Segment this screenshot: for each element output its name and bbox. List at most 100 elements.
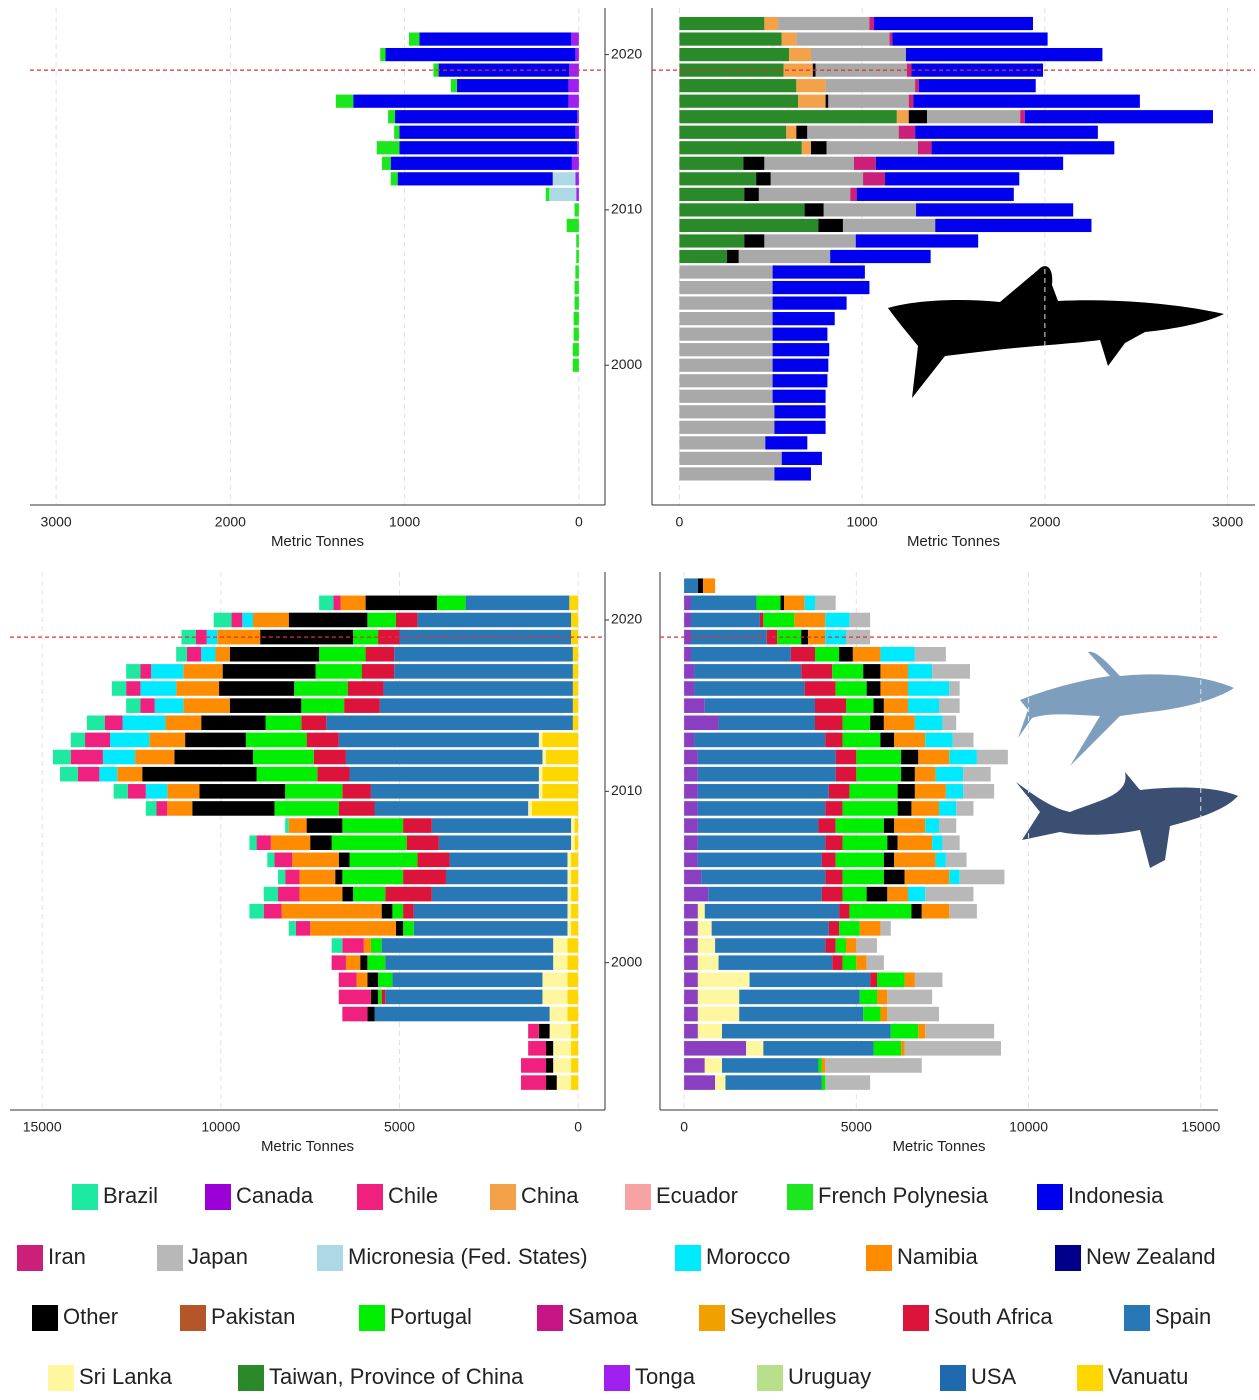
bar-segment: [345, 955, 361, 970]
bar-segment: [231, 612, 243, 628]
bar-segment: [572, 698, 579, 713]
bar-segment: [566, 218, 579, 233]
bar-segment: [856, 749, 902, 765]
bar-segment: [437, 595, 466, 611]
bar-segment: [914, 715, 943, 731]
bar-segment: [856, 955, 867, 970]
bar-segment: [568, 79, 579, 93]
bar-segment: [772, 374, 828, 388]
bar-segment: [571, 852, 579, 868]
bar-segment: [381, 903, 393, 919]
bar-segment: [756, 172, 771, 186]
legend-swatch: [537, 1305, 563, 1331]
bar-segment: [815, 698, 846, 713]
bar-segment: [117, 766, 143, 782]
bar-segment: [825, 801, 843, 816]
bar-segment: [842, 715, 871, 731]
bar-segment: [403, 903, 414, 919]
bar-segment: [413, 903, 568, 919]
legend-swatch: [359, 1305, 385, 1331]
bar-segment: [828, 921, 840, 936]
bar-segment: [567, 869, 572, 885]
bar-segment: [908, 94, 914, 108]
bar-segment: [379, 698, 573, 713]
bar-segment: [542, 749, 547, 765]
bar-segment: [679, 32, 782, 46]
bar-segment: [406, 835, 439, 850]
bar-segment: [697, 784, 829, 799]
bar-segment: [697, 1006, 740, 1022]
bar-segment: [781, 32, 797, 46]
bar-segment: [572, 358, 579, 372]
bar-segment: [942, 715, 957, 731]
bar-segment: [70, 749, 103, 765]
bar-segment: [288, 612, 368, 628]
bar-segment: [905, 47, 1103, 62]
bar-segment: [301, 715, 327, 731]
bar-segment: [571, 1041, 579, 1056]
bar-segment: [866, 886, 888, 902]
bar-segment: [567, 921, 572, 936]
bar-segment: [278, 886, 300, 902]
bar-segment: [873, 698, 884, 713]
bar-segment: [904, 869, 950, 885]
bar-segment: [880, 664, 908, 679]
bar-segment: [818, 218, 843, 233]
bar-segment: [549, 187, 577, 201]
bar-segment: [704, 698, 815, 713]
bar-segment: [684, 818, 698, 833]
bar-segment: [883, 715, 915, 731]
bar-segment: [542, 732, 579, 748]
bar-segment: [342, 784, 371, 799]
bar-segment: [963, 766, 991, 782]
bar-segment: [145, 801, 157, 816]
bar-segment: [122, 715, 166, 731]
bar-segment: [338, 801, 375, 816]
bar-segment: [901, 766, 915, 782]
bar-segment: [818, 1058, 822, 1073]
bar-segment: [403, 869, 446, 885]
bar-segment: [697, 1023, 722, 1039]
bar-segment: [392, 903, 404, 919]
bar-segment: [918, 1023, 926, 1039]
bar-segment: [697, 972, 750, 988]
bar-segment: [569, 63, 579, 77]
bar-segment: [764, 234, 856, 248]
bar-segment: [684, 903, 698, 919]
bar-segment: [815, 715, 843, 731]
bar-segment: [1020, 110, 1025, 124]
bar-segment: [925, 886, 974, 902]
legend-label: Seychelles: [730, 1304, 836, 1329]
bar-segment: [789, 47, 811, 62]
bar-segment: [679, 405, 775, 419]
bar-segment: [571, 629, 579, 645]
bar-segment: [772, 312, 835, 326]
bar-segment: [399, 125, 576, 139]
bar-segment: [801, 629, 809, 645]
bar-segment: [914, 784, 946, 799]
bar-segment: [821, 852, 836, 868]
bar-segment: [815, 63, 907, 77]
bar-segment: [932, 664, 970, 679]
legend-swatch: [699, 1305, 725, 1331]
bar-segment: [835, 681, 867, 696]
bar-segment: [345, 749, 543, 765]
bar-segment: [176, 646, 187, 662]
bar-segment: [835, 852, 884, 868]
bar-segment: [270, 835, 311, 850]
bar-segment: [679, 374, 773, 388]
bar-segment: [815, 646, 840, 662]
bar-segment: [849, 903, 912, 919]
bar-segment: [431, 818, 572, 833]
bar-segment: [870, 972, 877, 988]
bar-segment: [818, 818, 836, 833]
bar-segment: [390, 156, 572, 170]
bar-segment: [394, 646, 573, 662]
bar-segment: [697, 989, 740, 1005]
bar-segment: [542, 766, 579, 782]
shark-photo: [1018, 651, 1234, 766]
bar-segment: [956, 801, 974, 816]
bar-segment: [772, 280, 870, 295]
bar-segment: [746, 1041, 764, 1056]
bar-segment: [780, 595, 784, 611]
